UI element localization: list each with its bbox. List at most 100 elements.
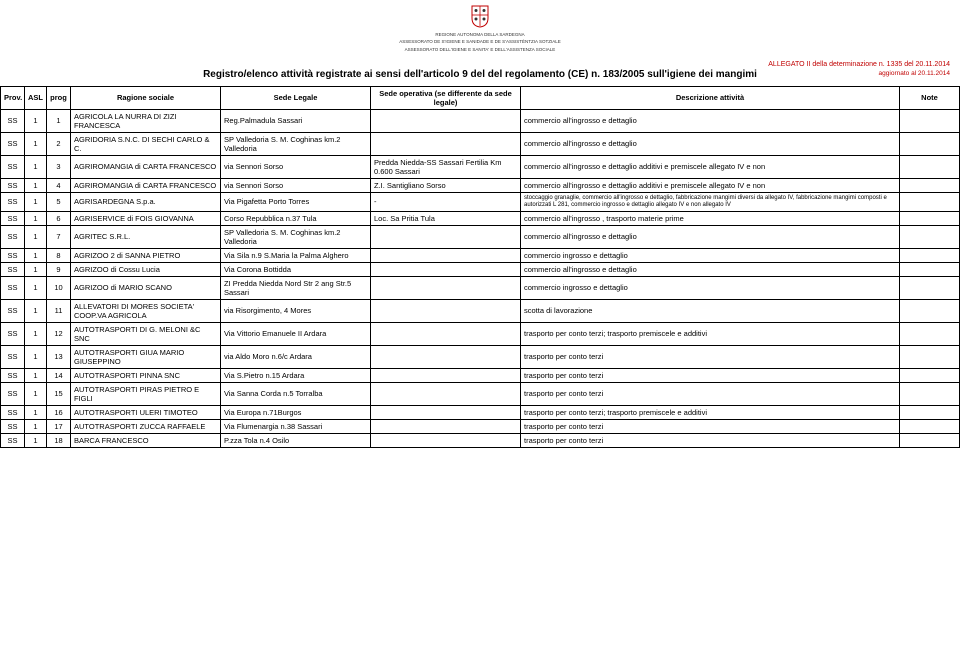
- cell-asl: 1: [25, 299, 47, 322]
- cell-sede: Corso Repubblica n.37 Tula: [221, 211, 371, 225]
- cell-prog: 2: [47, 132, 71, 155]
- col-sede: Sede Legale: [221, 86, 371, 109]
- cell-asl: 1: [25, 132, 47, 155]
- table-row: SS14AGRIROMANGIA di CARTA FRANCESCOvia S…: [1, 178, 960, 192]
- cell-prog: 4: [47, 178, 71, 192]
- cell-asl: 1: [25, 262, 47, 276]
- cell-prog: 12: [47, 322, 71, 345]
- cell-asl: 1: [25, 192, 47, 211]
- cell-sedeop: [371, 248, 521, 262]
- cell-note: [900, 132, 960, 155]
- cell-note: [900, 405, 960, 419]
- table-row: SS112AUTOTRASPORTI DI G. MELONI &C SNCVi…: [1, 322, 960, 345]
- cell-prov: SS: [1, 192, 25, 211]
- col-prov: Prov.: [1, 86, 25, 109]
- cell-descr: trasporto per conto terzi: [521, 368, 900, 382]
- cell-note: [900, 178, 960, 192]
- cell-sedeop: [371, 225, 521, 248]
- cell-prog: 11: [47, 299, 71, 322]
- cell-sedeop: Z.I. Santigliano Sorso: [371, 178, 521, 192]
- cell-sede: Via Flumenargia n.38 Sassari: [221, 419, 371, 433]
- registro-title: Registro/elenco attività registrate ai s…: [0, 69, 960, 80]
- cell-sedeop: [371, 405, 521, 419]
- cell-prog: 15: [47, 382, 71, 405]
- cell-descr: commercio all'ingrosso e dettaglio addit…: [521, 178, 900, 192]
- cell-note: [900, 155, 960, 178]
- header-logo: REGIONE AUTONOMA DELLA SARDEGNA ASSESSOR…: [0, 0, 960, 55]
- table-row: SS16AGRISERVICE di FOIS GIOVANNACorso Re…: [1, 211, 960, 225]
- cell-prog: 17: [47, 419, 71, 433]
- cell-asl: 1: [25, 368, 47, 382]
- cell-descr: commercio all'ingrosso e dettaglio addit…: [521, 155, 900, 178]
- cell-prov: SS: [1, 132, 25, 155]
- cell-asl: 1: [25, 433, 47, 447]
- cell-prog: 7: [47, 225, 71, 248]
- cell-sedeop: Loc. Sa Pritia Tula: [371, 211, 521, 225]
- table-row: SS19AGRIZOO di Cossu LuciaVia Corona Bot…: [1, 262, 960, 276]
- cell-note: [900, 248, 960, 262]
- table-row: SS18AGRIZOO 2 di SANNA PIETROVia Sila n.…: [1, 248, 960, 262]
- cell-rag: AUTOTRASPORTI ZUCCA RAFFAELE: [71, 419, 221, 433]
- cell-asl: 1: [25, 382, 47, 405]
- cell-asl: 1: [25, 225, 47, 248]
- cell-rag: AUTOTRASPORTI DI G. MELONI &C SNC: [71, 322, 221, 345]
- cell-sedeop: [371, 276, 521, 299]
- cell-sede: Via Vittorio Emanuele II Ardara: [221, 322, 371, 345]
- cell-rag: AGRIZOO di Cossu Lucia: [71, 262, 221, 276]
- cell-sede: Via Europa n.71Burgos: [221, 405, 371, 419]
- cell-asl: 1: [25, 419, 47, 433]
- cell-prov: SS: [1, 109, 25, 132]
- cell-rag: AUTOTRASPORTI PIRAS PIETRO E FIGLI: [71, 382, 221, 405]
- table-row: SS115AUTOTRASPORTI PIRAS PIETRO E FIGLIV…: [1, 382, 960, 405]
- cell-descr: trasporto per conto terzi: [521, 382, 900, 405]
- table-row: SS15AGRISARDEGNA S.p.a.Via Pigafetta Por…: [1, 192, 960, 211]
- table-row: SS12AGRIDORIA S.N.C. DI SECHI CARLO & C.…: [1, 132, 960, 155]
- cell-sede: Reg.Palmadula Sassari: [221, 109, 371, 132]
- cell-prov: SS: [1, 299, 25, 322]
- cell-sede: SP Valledoria S. M. Coghinas km.2 Valled…: [221, 132, 371, 155]
- cell-descr: trasporto per conto terzi: [521, 433, 900, 447]
- cell-prog: 8: [47, 248, 71, 262]
- cell-rag: AGRITEC S.R.L.: [71, 225, 221, 248]
- cell-asl: 1: [25, 109, 47, 132]
- table-row: SS118BARCA FRANCESCOP.zza Tola n.4 Osilo…: [1, 433, 960, 447]
- cell-asl: 1: [25, 178, 47, 192]
- cell-note: [900, 299, 960, 322]
- col-descr: Descrizione attività: [521, 86, 900, 109]
- cell-prov: SS: [1, 433, 25, 447]
- cell-note: [900, 419, 960, 433]
- cell-prov: SS: [1, 322, 25, 345]
- cell-note: [900, 262, 960, 276]
- cell-prov: SS: [1, 276, 25, 299]
- cell-descr: stoccaggio granaglie, commercio all'ingr…: [521, 192, 900, 211]
- cell-note: [900, 225, 960, 248]
- cell-descr: trasporto per conto terzi; trasporto pre…: [521, 322, 900, 345]
- table-row: SS11AGRICOLA LA NURRA DI ZIZI FRANCESCAR…: [1, 109, 960, 132]
- cell-asl: 1: [25, 322, 47, 345]
- cell-note: [900, 433, 960, 447]
- cell-prog: 6: [47, 211, 71, 225]
- cell-sede: via Risorgimento, 4 Mores: [221, 299, 371, 322]
- cell-prov: SS: [1, 178, 25, 192]
- cell-sedeop: [371, 262, 521, 276]
- table-row: SS113AUTOTRASPORTI GIUA MARIO GIUSEPPINO…: [1, 345, 960, 368]
- cell-descr: commercio all'ingrosso e dettaglio: [521, 225, 900, 248]
- cell-prog: 1: [47, 109, 71, 132]
- cell-rag: AUTOTRASPORTI PINNA SNC: [71, 368, 221, 382]
- cell-asl: 1: [25, 155, 47, 178]
- cell-note: [900, 276, 960, 299]
- cell-prog: 5: [47, 192, 71, 211]
- cell-sedeop: [371, 322, 521, 345]
- logo-box: REGIONE AUTONOMA DELLA SARDEGNA ASSESSOR…: [399, 4, 561, 52]
- cell-prov: SS: [1, 419, 25, 433]
- cell-prog: 10: [47, 276, 71, 299]
- cell-prog: 14: [47, 368, 71, 382]
- cell-sede: via Sennori Sorso: [221, 178, 371, 192]
- cell-asl: 1: [25, 405, 47, 419]
- cell-rag: AGRISARDEGNA S.p.a.: [71, 192, 221, 211]
- cell-asl: 1: [25, 211, 47, 225]
- cell-rag: AGRICOLA LA NURRA DI ZIZI FRANCESCA: [71, 109, 221, 132]
- col-note: Note: [900, 86, 960, 109]
- cell-asl: 1: [25, 345, 47, 368]
- cell-rag: ALLEVATORI DI MORES SOCIETA' COOP.VA AGR…: [71, 299, 221, 322]
